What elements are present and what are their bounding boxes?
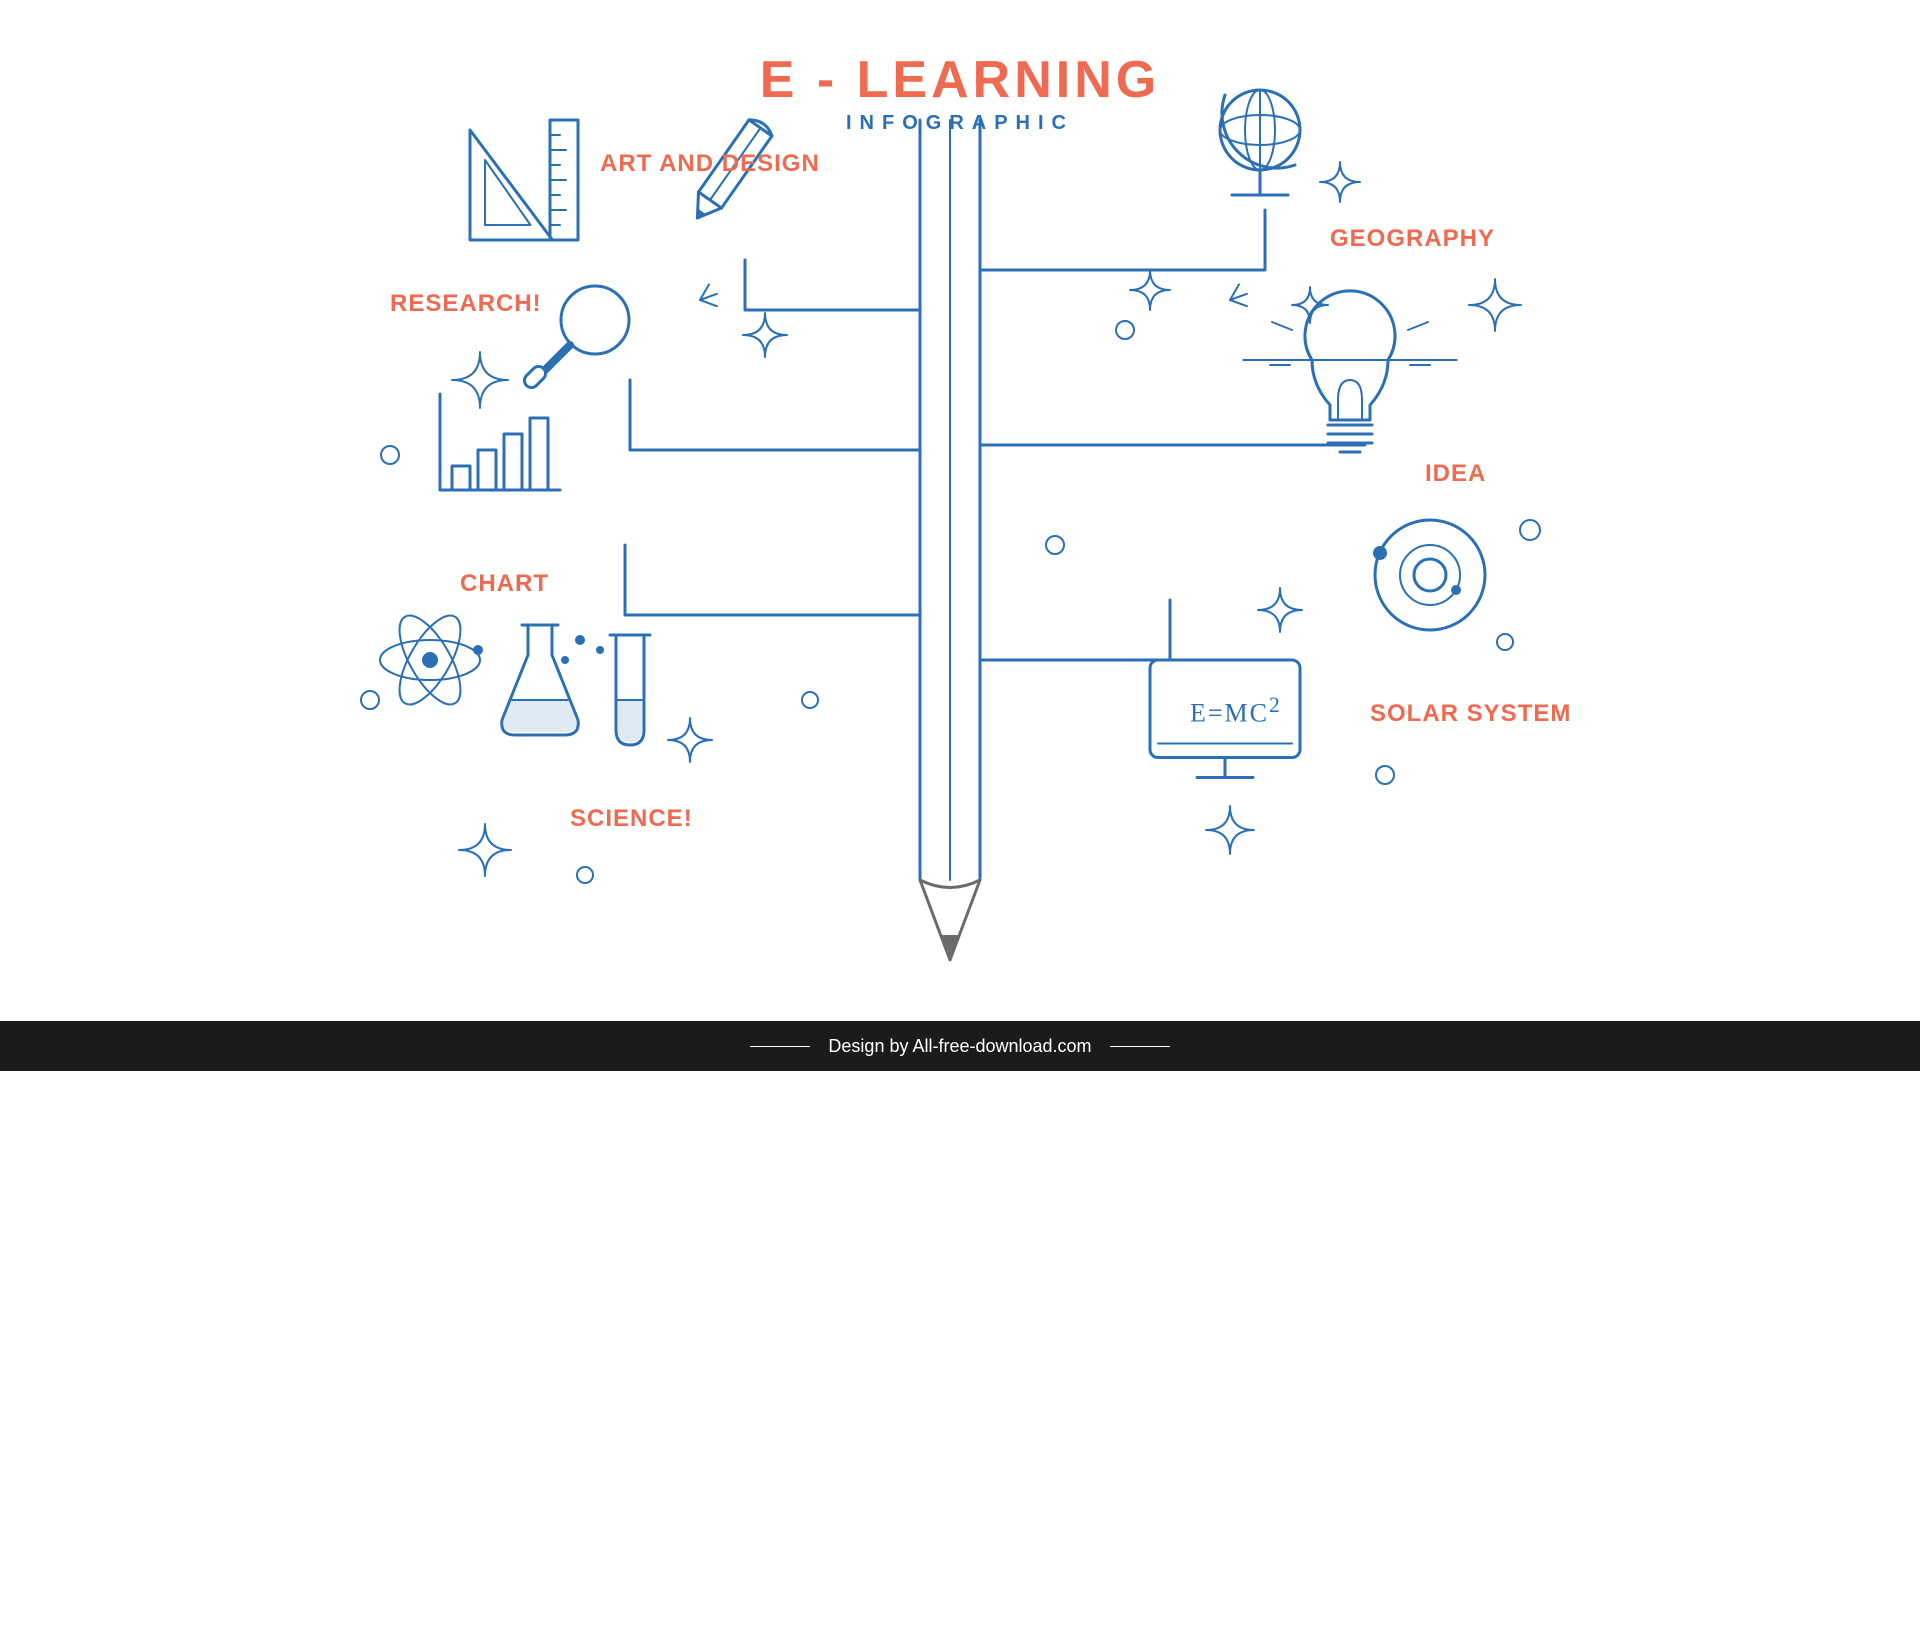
label-solar-system: SOLAR SYSTEM xyxy=(1370,700,1571,728)
atom-icon xyxy=(380,607,483,714)
svg-layer xyxy=(310,0,1610,1011)
footer-dash-right xyxy=(1110,1046,1170,1047)
label-art-design: ART AND DESIGN xyxy=(600,150,820,178)
subtitle: INFOGRAPHIC xyxy=(310,112,1610,135)
label-chart: CHART xyxy=(460,570,549,598)
infographic-canvas: E - LEARNING INFOGRAPHIC ART AND DESIGN … xyxy=(310,0,1610,1011)
footer-dash-left xyxy=(750,1046,810,1047)
set-square-icon xyxy=(470,130,553,240)
footer-text: Design by All-free-download.com xyxy=(828,1036,1091,1057)
formula-text: E=MC2 xyxy=(1190,693,1282,729)
label-geography: GEOGRAPHY xyxy=(1330,225,1495,253)
bar-chart-icon xyxy=(440,394,560,490)
main-title: E - LEARNING xyxy=(310,50,1610,110)
lightbulb-icon xyxy=(1243,291,1456,452)
orbit-icon xyxy=(1373,520,1485,630)
label-science: SCIENCE! xyxy=(570,805,693,833)
footer-bar: Design by All-free-download.com xyxy=(0,1021,1920,1071)
label-research: RESEARCH! xyxy=(390,290,542,318)
label-idea: IDEA xyxy=(1425,460,1486,488)
flask-icon xyxy=(502,625,578,735)
ruler-icon xyxy=(550,120,578,240)
test-tube-icon xyxy=(610,635,650,745)
